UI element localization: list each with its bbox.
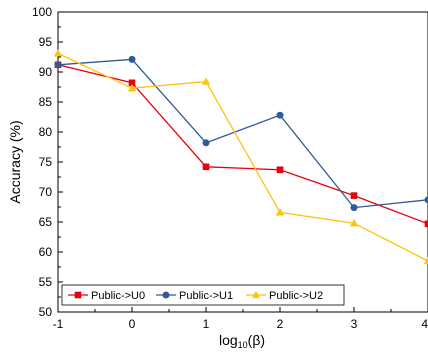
x-axis-title-main: log bbox=[219, 332, 238, 348]
data-point bbox=[127, 84, 137, 92]
series-line bbox=[57, 64, 428, 225]
y-tick-label: 85 bbox=[39, 95, 53, 109]
x-tick-label: 1 bbox=[203, 317, 210, 331]
x-tick-label: 2 bbox=[277, 317, 284, 331]
axis-ticks: 50 55 60 65 70 75 80 85 90 95 100 -1 0 1 2 3 4 bbox=[32, 5, 428, 331]
data-point bbox=[349, 219, 359, 227]
data-point bbox=[276, 166, 284, 174]
data-point bbox=[202, 139, 210, 147]
data-point bbox=[350, 204, 358, 212]
y-tick-label: 50 bbox=[39, 305, 53, 319]
plot-area-frame bbox=[57, 11, 428, 313]
x-axis-title: log10(β) bbox=[219, 332, 265, 350]
data-point bbox=[424, 220, 428, 228]
y-tick-label: 60 bbox=[39, 245, 53, 259]
legend-item: Public->U0 bbox=[68, 290, 145, 302]
data-point bbox=[53, 49, 63, 57]
legend-marker bbox=[162, 291, 170, 299]
data-point bbox=[275, 208, 285, 216]
y-tick-label: 55 bbox=[39, 275, 53, 289]
x-tick-label: 0 bbox=[129, 317, 136, 331]
y-tick-label: 70 bbox=[39, 185, 53, 199]
data-point bbox=[424, 196, 428, 204]
x-axis-title-subscript: 10 bbox=[238, 340, 248, 350]
data-point bbox=[128, 79, 136, 87]
x-axis-title-tail: (β) bbox=[248, 332, 265, 348]
x-tick-label: 4 bbox=[421, 317, 428, 331]
legend-marker bbox=[251, 290, 261, 299]
data-point bbox=[350, 192, 358, 199]
y-axis-title: Accuracy (%) bbox=[7, 120, 23, 203]
data-point bbox=[423, 256, 428, 265]
data-point bbox=[201, 77, 211, 85]
legend-item: Public->U2 bbox=[246, 290, 323, 302]
data-point bbox=[128, 55, 136, 63]
legend-item: Public->U1 bbox=[156, 290, 233, 302]
series-line bbox=[57, 52, 428, 262]
y-tick-label: 100 bbox=[32, 5, 52, 19]
series-3 bbox=[53, 49, 428, 265]
legend-marker bbox=[74, 291, 82, 299]
y-tick-label: 95 bbox=[39, 35, 53, 49]
legend: Public->U0 Public->U1 Public->U2 bbox=[61, 284, 345, 306]
y-tick-label: 75 bbox=[39, 155, 53, 169]
x-tick-label: -1 bbox=[53, 317, 64, 331]
y-tick-label: 65 bbox=[39, 215, 53, 229]
legend-label: Public->U2 bbox=[269, 290, 323, 302]
legend-label: Public->U0 bbox=[91, 290, 145, 302]
series-layer bbox=[53, 49, 428, 265]
series-line bbox=[57, 58, 428, 209]
data-point bbox=[276, 111, 284, 119]
legend-box bbox=[61, 284, 345, 306]
x-tick-label: 3 bbox=[351, 317, 358, 331]
y-tick-label: 90 bbox=[39, 65, 53, 79]
series-2 bbox=[54, 55, 428, 212]
data-point bbox=[202, 163, 210, 171]
y-tick-label: 80 bbox=[39, 125, 53, 139]
legend-label: Public->U1 bbox=[179, 290, 233, 302]
data-point bbox=[54, 61, 62, 69]
